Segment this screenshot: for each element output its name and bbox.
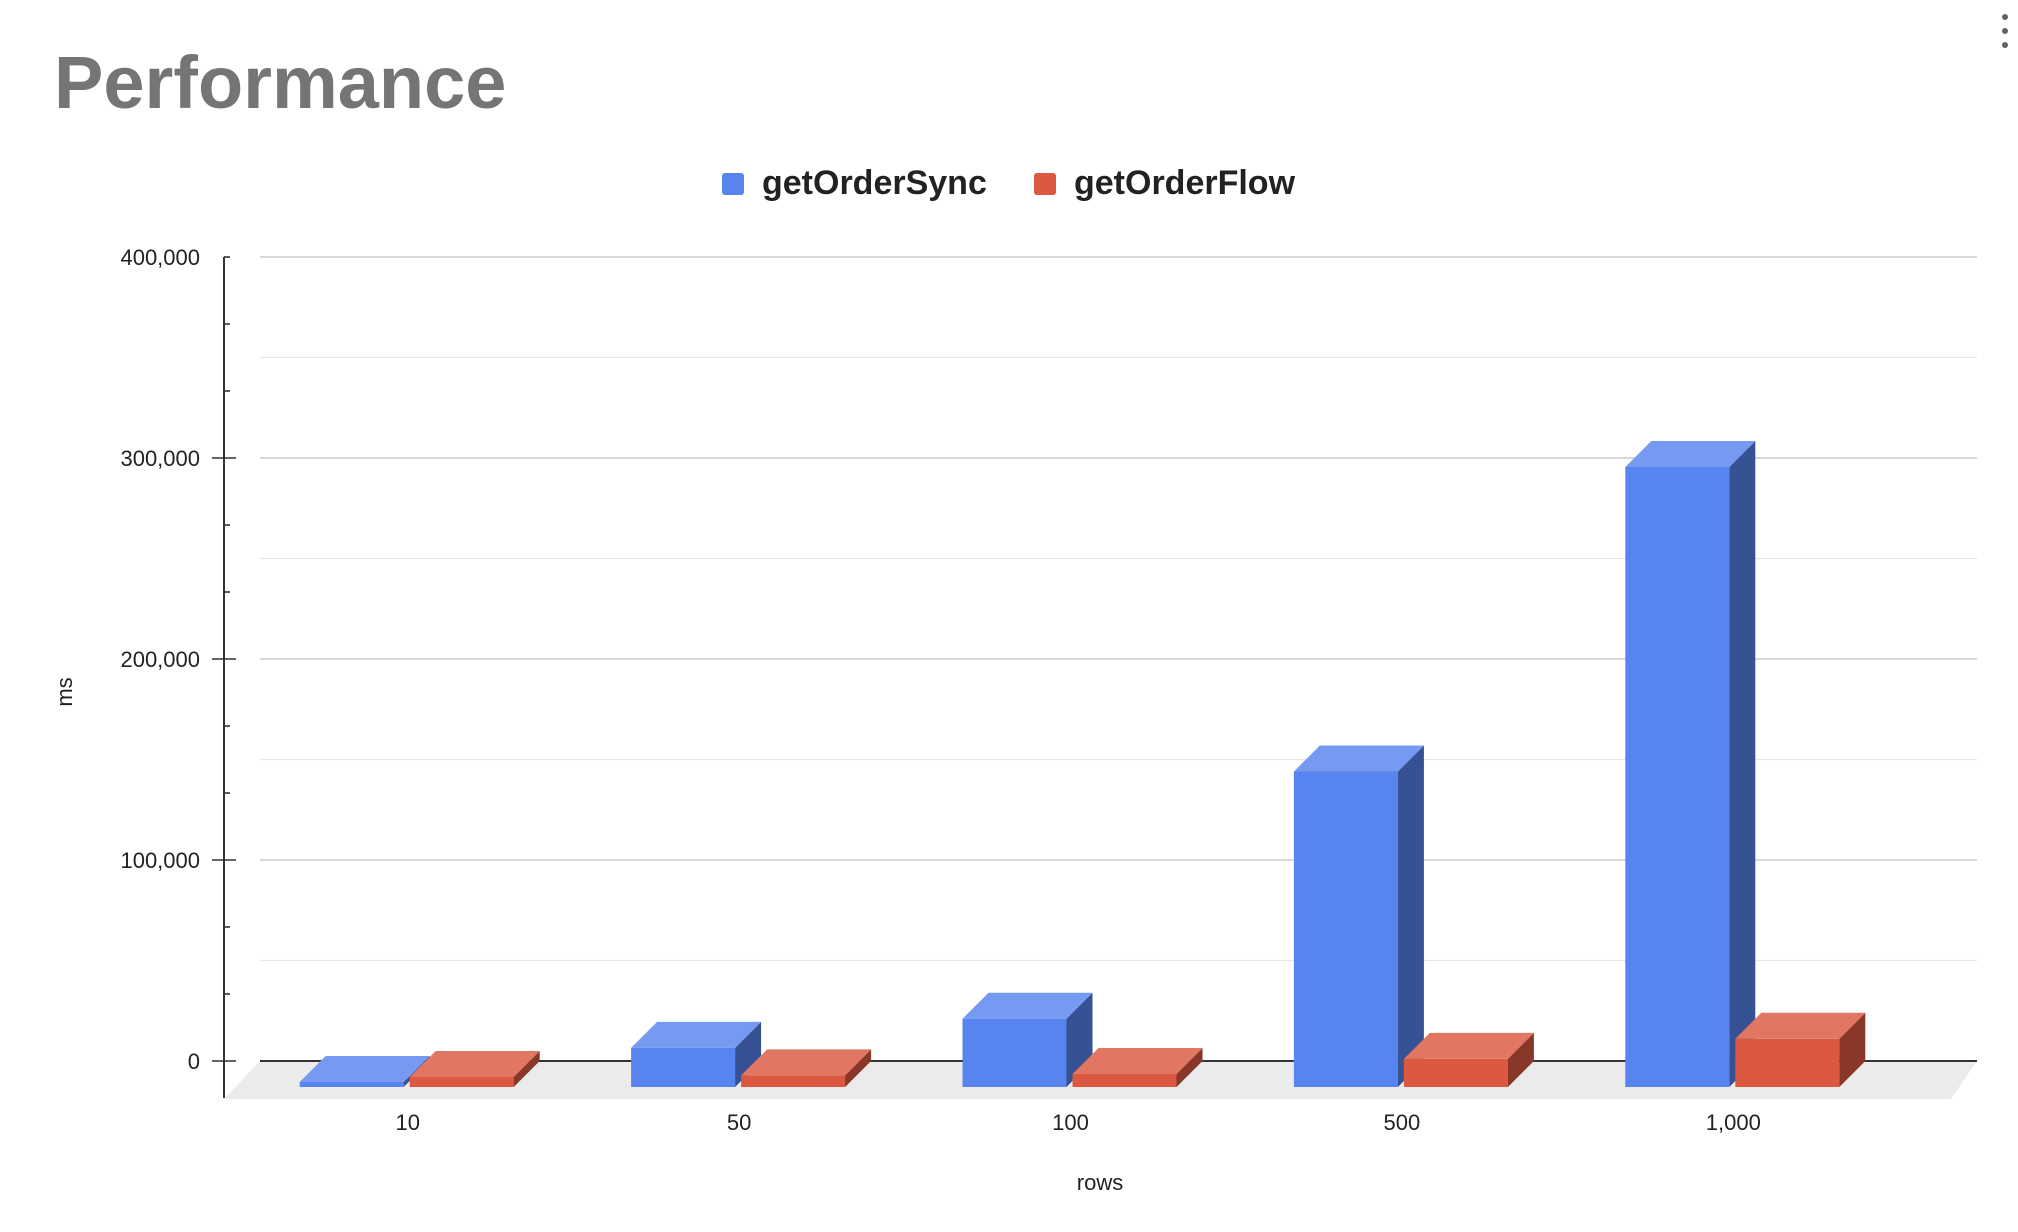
bar-top	[1293, 745, 1424, 772]
x-tick-label: 10	[395, 1110, 419, 1135]
y-tick-label: 0	[188, 1049, 200, 1074]
bar-side	[1397, 745, 1424, 1087]
x-tick-label: 100	[1052, 1110, 1089, 1135]
bar-top	[409, 1051, 540, 1077]
bar-top	[1403, 1032, 1534, 1059]
bar-getOrderFlow-100	[1072, 1047, 1203, 1087]
x-axis-title: rows	[1077, 1170, 1123, 1195]
x-tick-label: 500	[1384, 1110, 1421, 1135]
bar-front	[962, 1018, 1067, 1087]
bar-getOrderSync-1,000	[1625, 440, 1756, 1088]
x-tick-label: 50	[727, 1110, 751, 1135]
bar-side	[735, 1021, 762, 1087]
bar-front	[1293, 771, 1398, 1087]
bar-getOrderSync-50	[631, 1021, 762, 1087]
bar-front	[1735, 1038, 1840, 1087]
chart-title: Performance	[54, 41, 507, 124]
bar-getOrderSync-100	[962, 992, 1093, 1087]
y-tick-label: 100,000	[120, 848, 200, 873]
bar-side	[1839, 1012, 1866, 1087]
legend-swatch	[722, 173, 744, 195]
bar-top	[1625, 440, 1756, 467]
bar-front	[1403, 1058, 1508, 1087]
bar-front	[741, 1075, 846, 1087]
bar-top	[631, 1021, 762, 1048]
bar-front	[409, 1077, 514, 1087]
legend: getOrderSync getOrderFlow	[722, 164, 1296, 202]
bar-getOrderFlow-10	[409, 1051, 540, 1087]
more-vert-icon[interactable]	[1998, 14, 2012, 48]
bar-side	[1176, 1047, 1203, 1087]
bar-getOrderFlow-500	[1403, 1032, 1534, 1087]
bar-getOrderFlow-1,000	[1735, 1012, 1866, 1087]
bar-getOrderSync-500	[1293, 745, 1424, 1087]
bar-front	[299, 1082, 404, 1087]
bar-top	[1072, 1047, 1203, 1074]
bar-front	[1625, 466, 1730, 1088]
y-tick-label: 400,000	[120, 245, 200, 270]
bar-side	[845, 1049, 872, 1087]
bar-front	[631, 1047, 736, 1087]
y-axis-title: ms	[52, 677, 77, 706]
bar-top	[299, 1056, 430, 1083]
legend-label: getOrderFlow	[1074, 164, 1296, 202]
bar-top	[962, 992, 1093, 1019]
y-tick-label: 300,000	[120, 446, 200, 471]
bar-side	[1729, 440, 1756, 1088]
y-tick-label: 200,000	[120, 647, 200, 672]
bar-top	[1735, 1012, 1866, 1039]
bar-front	[1072, 1073, 1177, 1087]
bar-getOrderFlow-50	[741, 1049, 872, 1087]
bar-top	[741, 1049, 872, 1076]
x-tick-label: 1,000	[1706, 1110, 1761, 1135]
legend-label: getOrderSync	[762, 164, 987, 202]
bar-side	[513, 1051, 540, 1087]
legend-swatch	[1034, 173, 1056, 195]
bar-side	[1507, 1032, 1534, 1087]
